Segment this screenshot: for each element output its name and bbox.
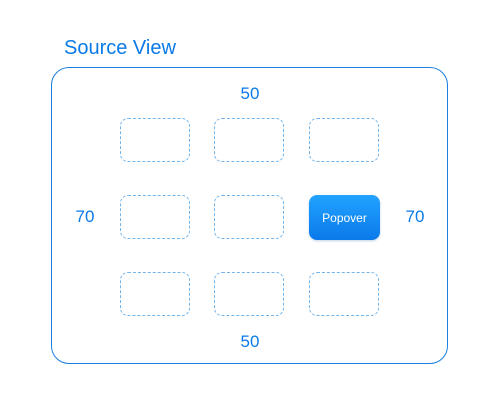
margin-bottom-label: 50 <box>240 332 260 351</box>
margin-right-label: 70 <box>405 207 425 226</box>
popover-label: Popover <box>322 210 367 225</box>
anchor-slot-bottom-center <box>214 272 284 316</box>
popover-button[interactable]: Popover <box>309 195 380 240</box>
anchor-slot-top-left <box>120 118 190 162</box>
anchor-slot-bottom-left <box>120 272 190 316</box>
anchor-slot-middle-left <box>120 195 190 239</box>
anchor-slot-center <box>214 195 284 239</box>
source-view-title: Source View <box>64 37 176 59</box>
anchor-slot-bottom-right <box>309 272 379 316</box>
source-view-frame <box>51 67 448 364</box>
anchor-slot-top-center <box>214 118 284 162</box>
margin-top-label: 50 <box>240 84 260 103</box>
anchor-slot-top-right <box>309 118 379 162</box>
margin-left-label: 70 <box>75 207 95 226</box>
